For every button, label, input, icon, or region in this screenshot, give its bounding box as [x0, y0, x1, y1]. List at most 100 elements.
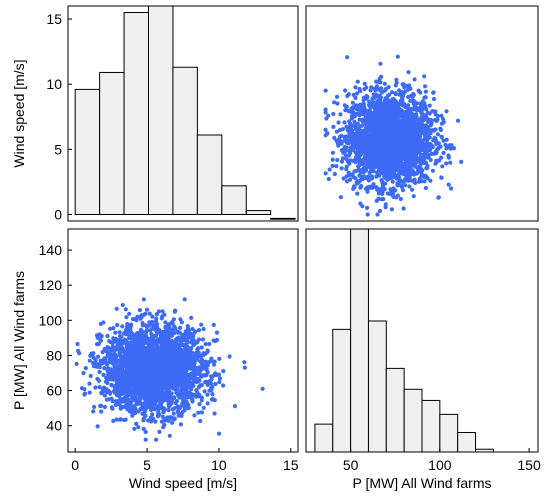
scatter-point — [98, 404, 102, 408]
scatter-point — [181, 388, 185, 392]
scatter-point — [387, 157, 391, 161]
scatter-point — [408, 119, 412, 123]
scatter-point — [427, 131, 431, 135]
scatter-point — [134, 342, 138, 346]
scatter-point — [443, 143, 447, 147]
hist-bar-1 — [100, 72, 124, 214]
scatter-point — [449, 186, 453, 190]
scatter-point — [396, 55, 400, 59]
scatter-point — [411, 95, 415, 99]
scatter-point — [383, 82, 387, 86]
scatter-point — [377, 188, 381, 192]
scatter-point — [162, 417, 166, 421]
scatter-point — [400, 185, 404, 189]
scatter-point — [431, 169, 435, 173]
scatter-point — [127, 312, 131, 316]
scatter-point — [199, 323, 203, 327]
scatter-point — [439, 128, 443, 132]
scatter-point — [395, 126, 399, 130]
scatter-point — [374, 175, 378, 179]
scatter-point — [98, 385, 102, 389]
scatter-point — [390, 126, 394, 130]
hist-bar-0 — [75, 89, 99, 214]
scatter-point — [392, 153, 396, 157]
scatter-point — [206, 401, 210, 405]
scatter-point — [389, 131, 393, 135]
scatter-point — [354, 160, 358, 164]
hist-bar-8 — [271, 218, 295, 219]
scatter-point — [202, 327, 206, 331]
scatter-point — [324, 128, 328, 132]
scatter-point — [107, 339, 111, 343]
scatter-point — [390, 207, 394, 211]
scatter-point — [389, 120, 393, 124]
scatter-point — [215, 331, 219, 335]
scatter-point — [111, 399, 115, 403]
scatter-point — [338, 112, 342, 116]
scatter-point — [397, 93, 401, 97]
scatter-point — [92, 405, 96, 409]
scatter-point — [324, 116, 328, 120]
scatter-point — [116, 383, 120, 387]
scatter-point — [379, 118, 383, 122]
scatter-point — [136, 400, 140, 404]
scatter-point — [110, 407, 114, 411]
scatter-point — [333, 172, 337, 176]
scatter-point — [173, 309, 177, 313]
scatter-point — [371, 119, 375, 123]
scatter-point — [193, 330, 197, 334]
scatter-point — [162, 423, 166, 427]
scatter-point — [402, 138, 406, 142]
scatter-point — [179, 422, 183, 426]
plot-area-scatter-wind-vs-p — [75, 297, 265, 442]
scatter-point — [412, 123, 416, 127]
plot-area-hist-wind — [75, 6, 295, 219]
scatter-point — [331, 125, 335, 129]
scatter-point — [146, 345, 150, 349]
scatter-point — [171, 322, 175, 326]
scatter-point — [324, 171, 328, 175]
scatter-point — [172, 326, 176, 330]
scatter-point — [210, 392, 214, 396]
scatter-point — [118, 341, 122, 345]
scatter-point — [404, 154, 408, 158]
scatter-point — [200, 410, 204, 414]
scatter-point — [186, 324, 190, 328]
scatter-point — [157, 430, 161, 434]
scatter-point — [339, 139, 343, 143]
scatter-point — [150, 364, 154, 368]
scatter-point — [218, 376, 222, 380]
scatter-point — [431, 145, 435, 149]
scatter-point — [394, 130, 398, 134]
scatter-point — [459, 160, 463, 164]
scatter-point — [345, 55, 349, 59]
scatter-point — [177, 414, 181, 418]
scatter-point — [172, 412, 176, 416]
scatter-point — [180, 320, 184, 324]
scatter-point — [221, 369, 225, 373]
scatter-point — [433, 127, 437, 131]
scatter-point — [213, 382, 217, 386]
scatter-point — [378, 80, 382, 84]
scatter-point — [423, 84, 427, 88]
scatter-point — [178, 326, 182, 330]
scatter-point — [409, 136, 413, 140]
scatter-point — [389, 167, 393, 171]
scatter-point — [382, 127, 386, 131]
y-tick-label: 0 — [54, 206, 62, 222]
scatter-point — [391, 108, 395, 112]
scatter-point — [345, 134, 349, 138]
scatter-point — [447, 156, 451, 160]
scatter-point — [348, 158, 352, 162]
scatter-point — [124, 307, 128, 311]
scatter-point — [403, 128, 407, 132]
scatter-point — [387, 93, 391, 97]
scatter-point — [342, 120, 346, 124]
scatter-point — [411, 107, 415, 111]
scatter-point — [436, 132, 440, 136]
scatter-point — [358, 103, 362, 107]
scatter-point — [213, 339, 217, 343]
scatter-point — [440, 164, 444, 168]
scatter-point — [395, 164, 399, 168]
scatter-point — [420, 145, 424, 149]
